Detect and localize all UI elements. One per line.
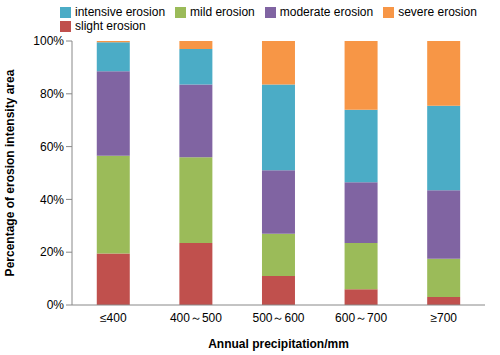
svg-text:500～600: 500～600 <box>252 311 304 325</box>
html-text:severe erosion: severe erosion <box>398 5 477 19</box>
html-text:moderate erosion: moderate erosion <box>279 5 374 19</box>
svg-text:80%: 80% <box>40 87 64 101</box>
svg-text:40%: 40% <box>40 193 64 207</box>
html-text:slight erosion: slight erosion <box>75 19 146 33</box>
svg-text:100%: 100% <box>33 34 64 48</box>
svg-text:60%: 60% <box>40 140 64 154</box>
html-text:mild erosion: mild erosion <box>190 5 255 19</box>
svg-text:Percentage of erosion intensit: Percentage of erosion intensity area <box>8 69 17 276</box>
svg-text:≤400: ≤400 <box>100 311 127 325</box>
svg-text:Annual precipitation/mm: Annual precipitation/mm <box>208 337 349 351</box>
html-text:intensive erosion: intensive erosion <box>75 5 166 19</box>
svg-text:20%: 20% <box>40 245 64 259</box>
svg-text:400～500: 400～500 <box>170 311 222 325</box>
svg-text:≥700: ≥700 <box>430 311 457 325</box>
svg-text:600～700: 600～700 <box>335 311 387 325</box>
svg-text:0%: 0% <box>47 298 65 312</box>
